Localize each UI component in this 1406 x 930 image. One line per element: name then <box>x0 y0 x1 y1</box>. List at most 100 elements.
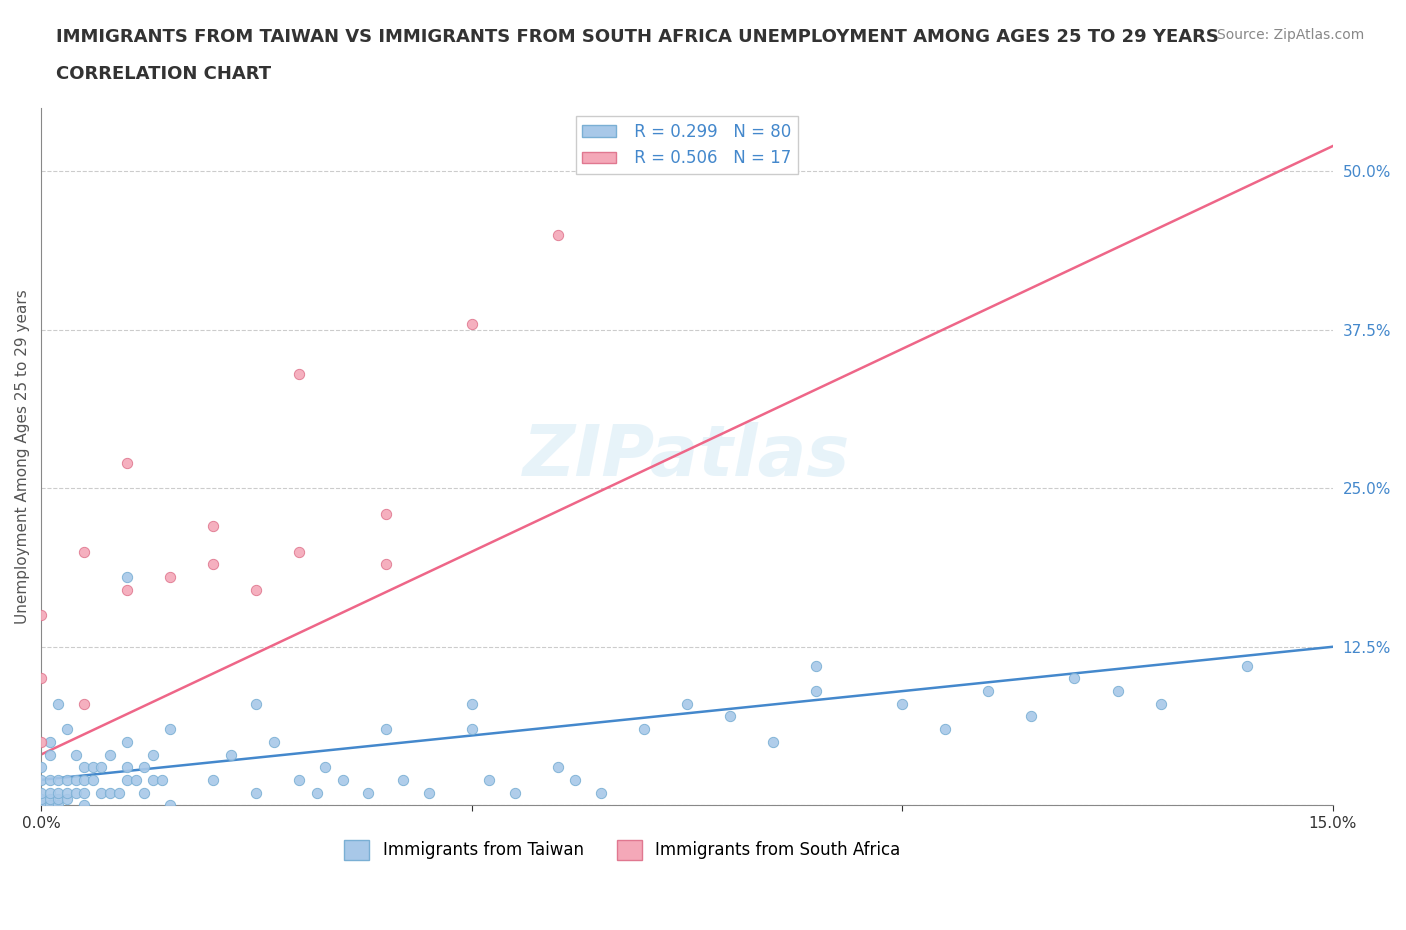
Point <box>90 785 112 800</box>
Point <box>374 506 396 521</box>
Point <box>564 773 586 788</box>
Point <box>134 760 156 775</box>
Point <box>547 227 569 242</box>
Point <box>65 773 87 788</box>
Point <box>38 773 60 788</box>
Point <box>46 791 69 806</box>
Point <box>107 785 129 800</box>
Point <box>125 773 148 788</box>
Point <box>804 684 827 698</box>
Point <box>1236 658 1258 673</box>
Point <box>90 760 112 775</box>
Point <box>115 582 138 597</box>
Point <box>159 569 181 584</box>
Point <box>357 785 380 800</box>
Point <box>589 785 612 800</box>
Point <box>332 773 354 788</box>
Point <box>73 544 96 559</box>
Point <box>314 760 336 775</box>
Point <box>115 760 138 775</box>
Point <box>288 366 311 381</box>
Point <box>202 519 225 534</box>
Point <box>30 773 52 788</box>
Point <box>159 798 181 813</box>
Point <box>633 722 655 737</box>
Point <box>46 773 69 788</box>
Point <box>30 798 52 813</box>
Point <box>46 785 69 800</box>
Point <box>245 697 267 711</box>
Point <box>288 544 311 559</box>
Point <box>374 722 396 737</box>
Point <box>38 785 60 800</box>
Point <box>30 785 52 800</box>
Point <box>65 747 87 762</box>
Point <box>288 773 311 788</box>
Text: ZIPatlas: ZIPatlas <box>523 422 851 491</box>
Point <box>150 773 173 788</box>
Point <box>391 773 413 788</box>
Point <box>202 557 225 572</box>
Point <box>56 791 79 806</box>
Legend: Immigrants from Taiwan, Immigrants from South Africa: Immigrants from Taiwan, Immigrants from … <box>337 833 907 867</box>
Point <box>1149 697 1171 711</box>
Point <box>891 697 914 711</box>
Point <box>115 456 138 471</box>
Text: Source: ZipAtlas.com: Source: ZipAtlas.com <box>1216 28 1364 42</box>
Point <box>977 684 1000 698</box>
Point <box>30 607 52 622</box>
Point <box>30 760 52 775</box>
Point <box>73 785 96 800</box>
Point <box>142 773 165 788</box>
Point <box>202 773 225 788</box>
Point <box>46 697 69 711</box>
Point <box>115 773 138 788</box>
Point <box>98 747 121 762</box>
Point <box>503 785 526 800</box>
Point <box>142 747 165 762</box>
Point <box>38 735 60 750</box>
Point <box>73 760 96 775</box>
Point <box>1107 684 1129 698</box>
Point <box>38 747 60 762</box>
Text: IMMIGRANTS FROM TAIWAN VS IMMIGRANTS FROM SOUTH AFRICA UNEMPLOYMENT AMONG AGES 2: IMMIGRANTS FROM TAIWAN VS IMMIGRANTS FRO… <box>56 28 1219 46</box>
Point <box>73 773 96 788</box>
Point <box>30 791 52 806</box>
Point <box>547 760 569 775</box>
Point <box>65 785 87 800</box>
Point <box>460 316 482 331</box>
Point <box>478 773 501 788</box>
Point <box>134 785 156 800</box>
Point <box>418 785 440 800</box>
Point <box>30 735 52 750</box>
Point <box>305 785 328 800</box>
Point <box>73 697 96 711</box>
Point <box>56 785 79 800</box>
Point <box>82 760 104 775</box>
Point <box>245 785 267 800</box>
Point <box>219 747 242 762</box>
Point <box>460 697 482 711</box>
Point <box>38 791 60 806</box>
Point <box>159 722 181 737</box>
Point <box>1063 671 1085 686</box>
Point <box>73 798 96 813</box>
Point <box>115 735 138 750</box>
Point <box>46 798 69 813</box>
Point <box>82 773 104 788</box>
Point <box>676 697 699 711</box>
Point <box>56 773 79 788</box>
Point <box>263 735 285 750</box>
Point <box>98 785 121 800</box>
Point <box>245 582 267 597</box>
Point <box>804 658 827 673</box>
Point <box>56 722 79 737</box>
Point <box>718 709 741 724</box>
Point <box>30 671 52 686</box>
Point <box>115 569 138 584</box>
Point <box>374 557 396 572</box>
Point <box>934 722 956 737</box>
Text: CORRELATION CHART: CORRELATION CHART <box>56 65 271 83</box>
Point <box>1021 709 1043 724</box>
Point <box>762 735 785 750</box>
